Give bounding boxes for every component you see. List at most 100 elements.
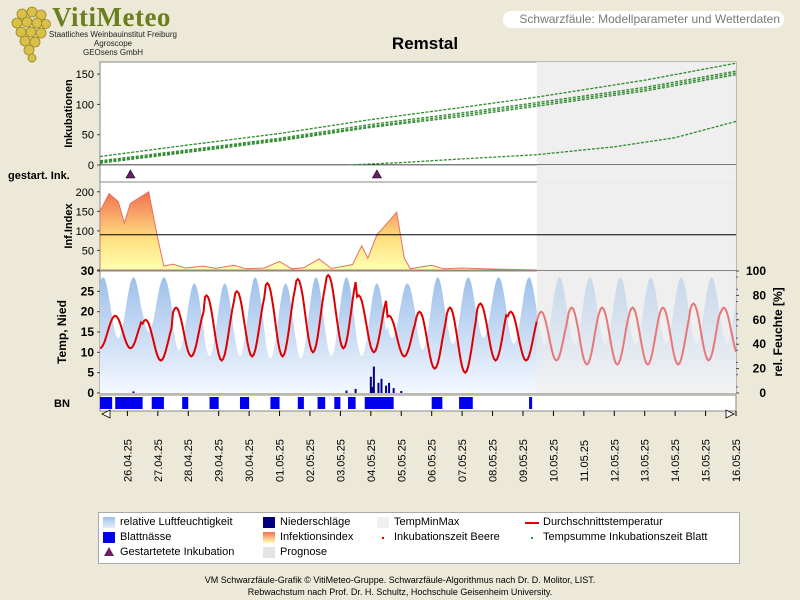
legend-item-4: Blattnässe xyxy=(120,531,172,543)
started-incubations-label: gestart. Ink. xyxy=(8,170,70,182)
brand-logo: VitiMeteo Staatliches Weinbauinstitut Fr… xyxy=(8,2,208,64)
date-label-14: 10.05.25 xyxy=(548,439,560,482)
panel-bn xyxy=(99,394,737,412)
date-label-16: 12.05.25 xyxy=(609,439,621,482)
date-label-11: 07.05.25 xyxy=(457,439,469,482)
legend-swatch-leaf-wetness xyxy=(103,532,115,543)
leaf-wetness-bar-4 xyxy=(209,397,219,409)
date-label-2: 28.04.25 xyxy=(183,439,195,482)
date-label-20: 16.05.25 xyxy=(731,439,743,482)
weather-ytick-right-0: 0 xyxy=(759,386,766,400)
scroll-left-icon xyxy=(101,409,111,419)
legend-swatch-precipitation xyxy=(263,517,275,528)
precipitation-bar-3 xyxy=(369,376,372,393)
forecast-shade-1 xyxy=(536,165,736,182)
incubation-ytick-0: 0 xyxy=(88,160,94,172)
date-label-3: 29.04.25 xyxy=(214,439,226,482)
legend-swatch-started-inc-icon xyxy=(104,547,114,556)
forecast-shade-2 xyxy=(536,182,736,270)
incubation-series-3 xyxy=(100,74,736,164)
infection-ytick-4: 200 xyxy=(76,187,94,199)
precipitation-bar-4 xyxy=(371,386,374,393)
weather-ytick-right-2: 40 xyxy=(753,337,767,351)
date-label-15: 11.05.25 xyxy=(579,440,591,482)
precipitation-bar-2 xyxy=(354,388,357,393)
date-label-12: 08.05.25 xyxy=(488,439,500,482)
legend-item-6: Inkubationszeit Beere xyxy=(394,531,500,543)
leaf-wetness-bar-14 xyxy=(529,397,533,409)
precipitation-bar-6 xyxy=(377,382,380,393)
scroll-right-icon xyxy=(725,409,735,419)
leaf-wetness-bar-8 xyxy=(317,397,326,409)
legend-item-3: Durchschnittstemperatur xyxy=(543,516,663,528)
temperature-line xyxy=(100,273,538,375)
forecast-shade-0 xyxy=(536,62,736,165)
legend-item-8: Gestartetete Inkubation xyxy=(120,546,235,558)
date-label-9: 05.05.25 xyxy=(396,439,408,482)
precipitation-bar-7 xyxy=(380,378,383,393)
footer-line-2: Rebwachstum nach Prof. Dr. H. Schultz, H… xyxy=(247,587,553,597)
date-label-18: 14.05.25 xyxy=(670,439,682,482)
temperature-line-forecast xyxy=(535,302,736,366)
date-label-4: 30.04.25 xyxy=(244,439,256,482)
precipitation-bar-1 xyxy=(345,390,348,393)
legend-swatch-forecast xyxy=(263,547,275,558)
legend-swatch-inc-berry xyxy=(382,537,384,539)
legend-item-0: relative Luftfeuchtigkeit xyxy=(120,516,233,528)
subtitle: Schwarzfäule: Modellparameter und Wetter… xyxy=(503,11,784,28)
leaf-wetness-label: BN xyxy=(54,398,70,410)
leaf-wetness-bar-0 xyxy=(100,397,113,409)
incubation-series-4 xyxy=(349,120,736,165)
leaf-wetness-bar-9 xyxy=(334,397,341,409)
legend-item-7: Tempsumme Inkubationszeit Blatt xyxy=(543,531,708,543)
date-label-7: 03.05.25 xyxy=(335,439,347,482)
legend-swatch-tempminmax xyxy=(377,517,389,528)
leaf-wetness-bar-3 xyxy=(182,397,189,409)
precipitation-bar-8 xyxy=(385,385,388,393)
legend-swatch-infection xyxy=(263,532,275,543)
date-label-19: 15.05.25 xyxy=(701,439,713,482)
weather-ytick-right-3: 60 xyxy=(753,313,767,327)
legend-item-9: Prognose xyxy=(280,546,328,558)
precipitation-bar-10 xyxy=(392,388,395,393)
infection-index-area xyxy=(100,190,537,270)
date-label-6: 02.05.25 xyxy=(305,439,317,482)
grape-logo-icon xyxy=(11,6,51,63)
infection-ytick-3: 150 xyxy=(76,206,94,218)
legend-swatch-humidity xyxy=(103,517,115,528)
date-label-17: 13.05.25 xyxy=(640,439,652,482)
weather-ytick-left-1: 5 xyxy=(87,366,94,380)
leaf-wetness-bar-7 xyxy=(297,397,304,409)
legend-item-1: Niederschläge xyxy=(280,516,351,528)
date-label-5: 01.05.25 xyxy=(275,439,287,482)
precipitation-bar-9 xyxy=(388,382,391,393)
legend: relative Luftfeuchtigkeit Niederschläge … xyxy=(98,512,740,564)
incubation-ytick-2: 100 xyxy=(76,99,94,111)
legend-swatch-inc-leaf xyxy=(531,537,533,539)
weather-ylabel-left: Temp, Nied xyxy=(55,300,69,364)
footer-line-1: VM Schwarzfäule-Grafik © VitiMeteo-Grupp… xyxy=(204,575,596,585)
chart-title: Remstal xyxy=(391,34,459,53)
leaf-wetness-bar-11 xyxy=(364,397,394,409)
brand-line-3: GEOsens GmbH xyxy=(82,48,143,57)
incubation-ylabel: Inkubationen xyxy=(63,79,75,148)
weather-ytick-left-0: 0 xyxy=(87,386,94,400)
weather-ytick-left-3: 15 xyxy=(81,325,95,339)
date-label-1: 27.04.25 xyxy=(153,439,165,482)
leaf-wetness-bar-2 xyxy=(151,397,164,409)
weather-ytick-right-4: 80 xyxy=(753,288,767,302)
leaf-wetness-bar-5 xyxy=(239,397,250,409)
incubation-series-2 xyxy=(100,72,736,163)
legend-item-5: Infektionsindex xyxy=(280,531,354,543)
legend-swatch-avg-temp xyxy=(525,522,539,524)
date-label-10: 06.05.25 xyxy=(427,439,439,482)
brand-line-1: Staatliches Weinbauinstitut Freiburg xyxy=(49,30,177,39)
weather-ylabel-right: rel. Feuchte [%] xyxy=(771,287,785,376)
brand-name: VitiMeteo xyxy=(52,2,171,32)
weather-ytick-right-1: 20 xyxy=(753,362,767,376)
precipitation-bar-0 xyxy=(132,391,135,393)
brand-line-2: Agroscope xyxy=(93,39,133,48)
infection-ylabel: Inf.Index xyxy=(63,203,75,249)
